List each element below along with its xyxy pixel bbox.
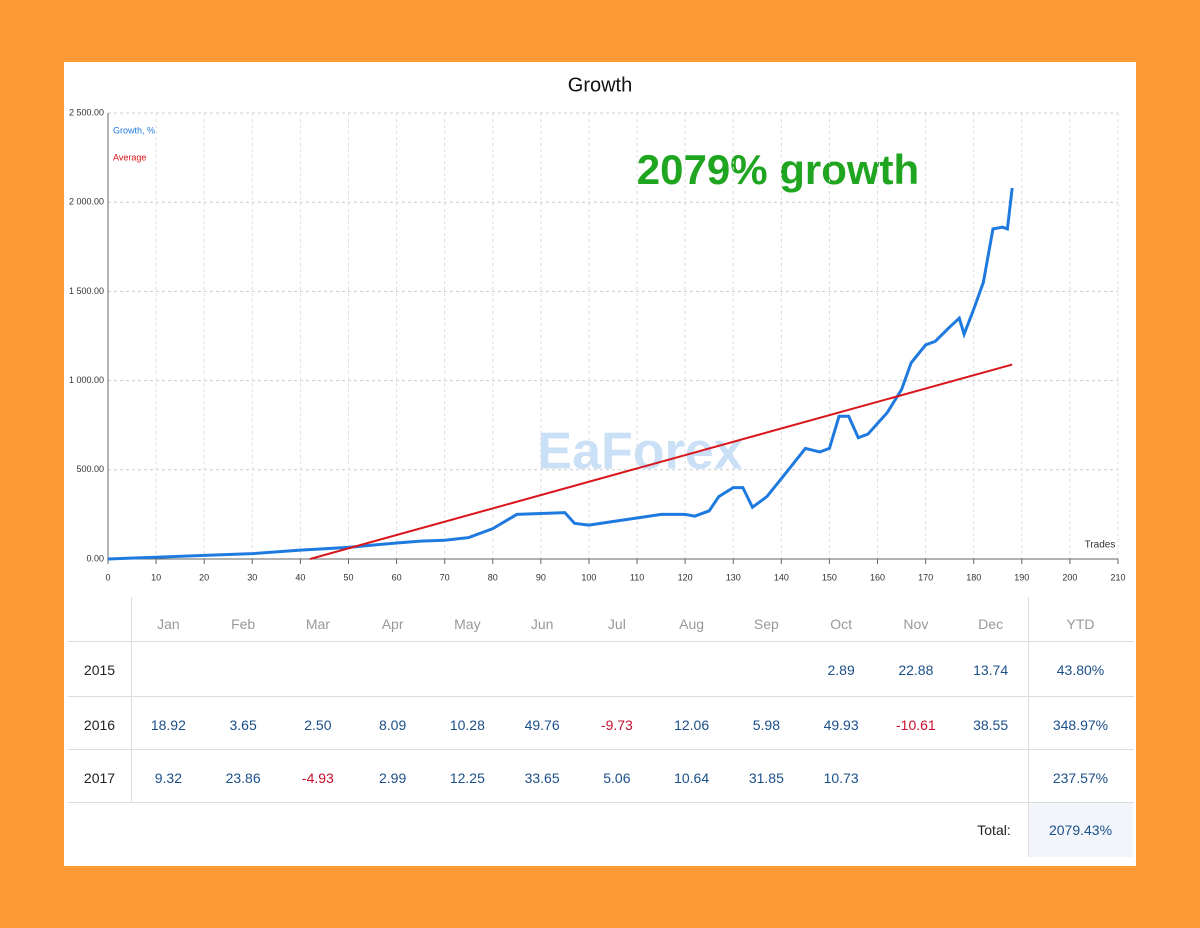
panel (64, 62, 1136, 866)
table-cell: 23.86 (225, 770, 261, 786)
table-cell: 22.88 (898, 662, 934, 678)
column-border (1028, 597, 1029, 857)
table-cell: 5.98 (752, 717, 780, 733)
annotation: 2079% growth (637, 146, 919, 193)
column-header: Mar (305, 615, 330, 632)
ytd-cell: 237.57% (1052, 770, 1109, 786)
x-tick-label: 110 (630, 572, 644, 582)
table-cell: 2.50 (304, 717, 332, 733)
table-cell: 49.93 (823, 717, 859, 733)
column-header: Oct (830, 615, 853, 632)
column-header: Aug (679, 615, 705, 632)
table-cell: 5.06 (603, 770, 631, 786)
ytd-cell: 43.80% (1056, 662, 1105, 678)
table-cell: 2.89 (827, 662, 855, 678)
column-header: YTD (1066, 615, 1095, 632)
x-tick-label: 80 (488, 572, 498, 582)
row-border (68, 802, 1134, 803)
x-tick-label: 30 (247, 572, 257, 582)
column-border (131, 597, 132, 803)
table-cell: 12.25 (449, 770, 485, 786)
row-border (68, 749, 1134, 750)
y-tick-label: 1 000.00 (69, 375, 104, 385)
x-tick-label: 160 (870, 572, 885, 582)
row-year: 2017 (83, 770, 116, 786)
table-cell: -10.61 (896, 717, 936, 733)
total-value: 2079.43% (1028, 803, 1133, 857)
x-tick-label: 70 (440, 572, 450, 582)
x-tick-label: 210 (1110, 572, 1125, 582)
x-tick-label: 90 (536, 572, 546, 582)
x-tick-label: 140 (774, 572, 789, 582)
column-header: Feb (231, 615, 256, 632)
legend-label: Average (113, 152, 146, 162)
table-cell: 18.92 (150, 717, 186, 733)
table-cell: 10.73 (823, 770, 859, 786)
y-tick-label: 500.00 (76, 464, 104, 474)
table-cell: 10.64 (674, 770, 710, 786)
x-tick-label: 180 (966, 572, 981, 582)
table-cell: -9.73 (600, 717, 633, 733)
x-tick-label: 10 (151, 572, 161, 582)
y-tick-label: 2 000.00 (69, 197, 104, 207)
row-year: 2016 (83, 717, 116, 733)
column-header: Jul (607, 615, 626, 632)
table-cell: 13.74 (973, 662, 1009, 678)
table-cell: 2.99 (379, 770, 407, 786)
column-header: Dec (978, 615, 1004, 632)
table-cell: 9.32 (154, 770, 182, 786)
x-tick-label: 200 (1062, 572, 1077, 582)
x-tick-label: 190 (1014, 572, 1029, 582)
column-header: Apr (381, 615, 404, 632)
table-cell: 8.09 (379, 717, 407, 733)
column-header: Sep (753, 615, 779, 632)
x-tick-label: 50 (343, 572, 353, 582)
column-header: May (454, 615, 481, 632)
y-tick-label: 0.00 (86, 553, 104, 563)
column-header: Jan (157, 615, 180, 632)
x-tick-label: 150 (822, 572, 837, 582)
x-tick-label: 60 (392, 572, 402, 582)
x-tick-label: 20 (199, 572, 209, 582)
table-cell: 31.85 (748, 770, 784, 786)
ytd-cell: 348.97% (1052, 717, 1109, 733)
legend-label: Growth, % (113, 125, 155, 135)
line (309, 363, 1013, 560)
table-cell: 10.28 (449, 717, 485, 733)
total-label: Total: (977, 822, 1011, 838)
chart-title: Growth (568, 74, 632, 96)
row-border (68, 641, 1134, 642)
x-tick-label: 130 (726, 572, 741, 582)
table-cell: 3.65 (229, 717, 257, 733)
y-tick-label: 2 500.00 (69, 107, 104, 117)
watermark: EaForex (537, 423, 742, 481)
row-border (68, 696, 1134, 697)
line (107, 187, 1014, 561)
table-cell: 49.76 (524, 717, 560, 733)
table-cell: 12.06 (674, 717, 710, 733)
column-header: Nov (903, 615, 929, 632)
y-tick-label: 1 500.00 (69, 286, 104, 296)
x-tick-label: 0 (105, 572, 110, 582)
x-tick-label: 170 (918, 572, 933, 582)
x-tick-label: 40 (295, 572, 305, 582)
x-tick-label: 100 (581, 572, 596, 582)
column-header: Jun (530, 615, 554, 632)
x-axis-label: Trades (1085, 540, 1116, 551)
row-year: 2015 (83, 662, 116, 678)
table-cell: 38.55 (973, 717, 1009, 733)
table-cell: 33.65 (524, 770, 560, 786)
table-cell: -4.93 (301, 770, 334, 786)
x-tick-label: 120 (678, 572, 693, 582)
